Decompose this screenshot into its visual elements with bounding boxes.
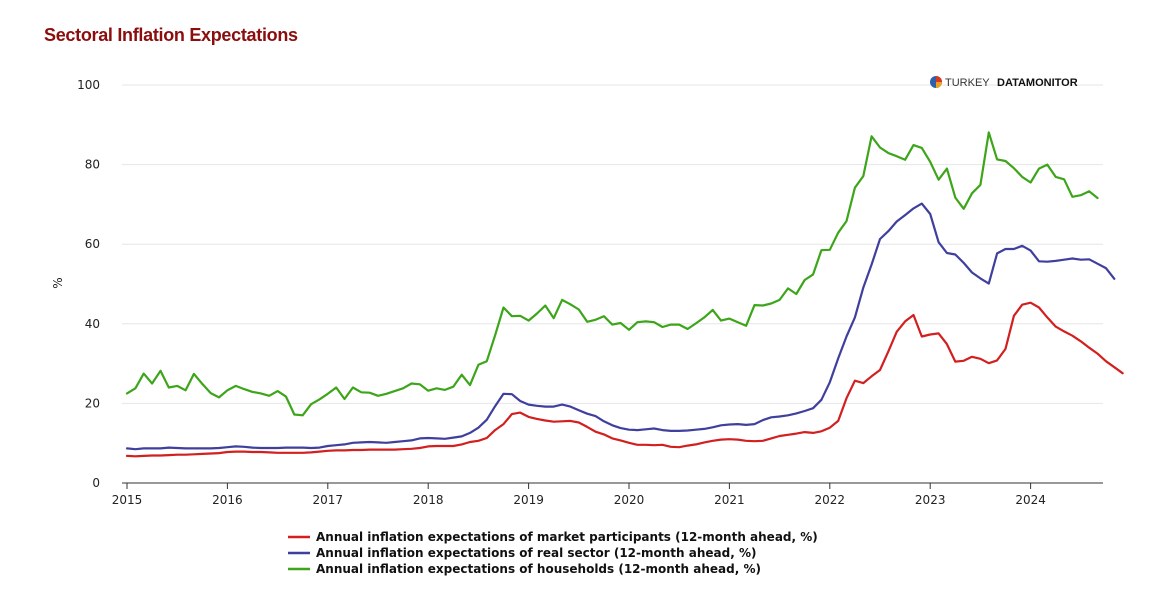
x-tick-label: 2016 (212, 493, 243, 507)
x-tick-label: 2017 (313, 493, 344, 507)
y-axis-label: % (51, 277, 65, 288)
legend-label-2: Annual inflation expectations of real se… (316, 546, 756, 560)
x-tick-label: 2024 (1015, 493, 1046, 507)
x-tick-label: 2023 (915, 493, 946, 507)
brand-bold: DATAMONITOR (997, 77, 1078, 89)
y-tick-label: 60 (85, 237, 100, 251)
x-tick-label: 2015 (112, 493, 143, 507)
y-tick-label: 100 (77, 78, 100, 92)
x-tick-label: 2020 (614, 493, 645, 507)
y-tick-label: 0 (92, 476, 100, 490)
chart-title: Sectoral Inflation Expectations (44, 25, 298, 45)
legend: Annual inflation expectations of market … (288, 530, 818, 576)
brand-logo: TURKEY DATAMONITOR (930, 76, 1078, 89)
x-tick-label: 2022 (815, 493, 846, 507)
brand-light: TURKEY (945, 77, 990, 89)
x-axis-ticks: 2015 2016 2017 2018 2019 2020 2021 2022 2023 2024 (112, 483, 1046, 507)
y-tick-label: 80 (85, 158, 100, 172)
x-tick-label: 2019 (513, 493, 544, 507)
series-lines (125, 131, 1124, 458)
y-tick-label: 20 (85, 396, 100, 410)
series-line-3 (125, 131, 1099, 417)
series-line-2 (125, 202, 1116, 451)
legend-label-1: Annual inflation expectations of market … (316, 530, 818, 544)
series-line-1 (125, 301, 1124, 458)
gridlines (122, 84, 1103, 404)
x-tick-label: 2021 (714, 493, 745, 507)
y-tick-label: 40 (85, 317, 100, 331)
legend-label-3: Annual inflation expectations of househo… (316, 562, 761, 576)
x-tick-label: 2018 (413, 493, 444, 507)
y-axis-ticks: 0 20 40 60 80 100 (77, 78, 100, 490)
